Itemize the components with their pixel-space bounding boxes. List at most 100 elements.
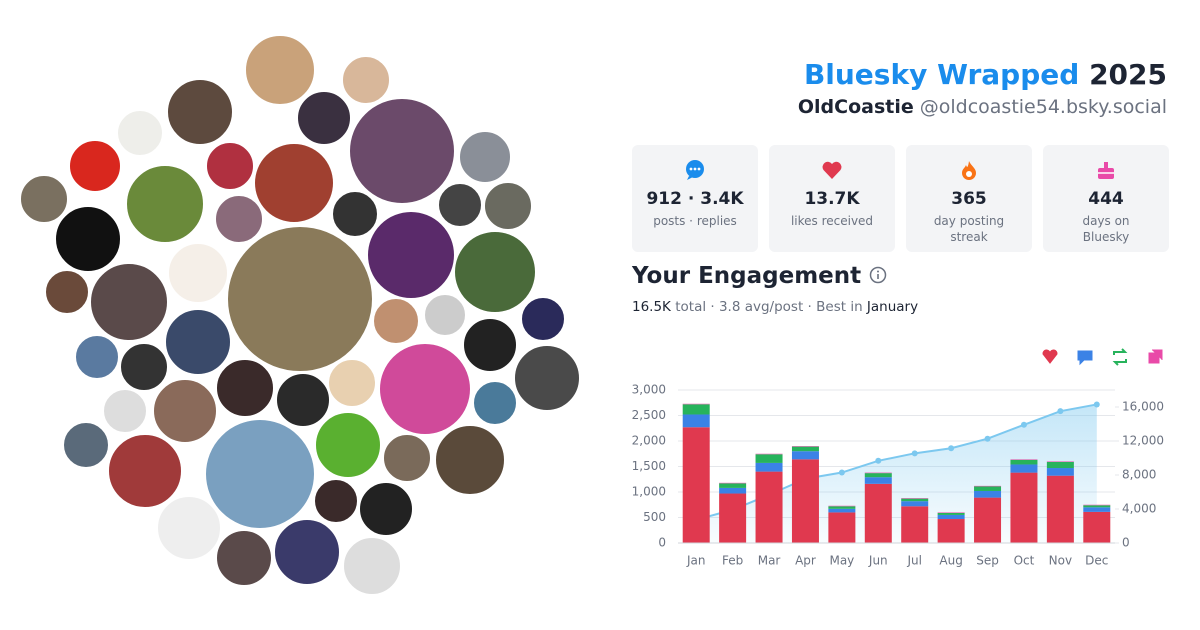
icon [962, 161, 976, 180]
avatar[interactable] [19, 174, 69, 224]
stat-label: day posting streak [933, 214, 1005, 244]
avatar[interactable] [437, 182, 483, 228]
bar-segment [682, 414, 710, 428]
bar-segment [755, 471, 783, 543]
x-tick-label: Apr [795, 554, 816, 568]
avatar[interactable] [253, 142, 335, 224]
avatar[interactable] [62, 421, 110, 469]
avatar[interactable] [125, 164, 205, 244]
avatar[interactable] [116, 109, 164, 157]
avatar[interactable] [166, 78, 234, 146]
avatar[interactable] [156, 495, 222, 561]
avatar[interactable] [205, 141, 255, 191]
avatar[interactable] [107, 433, 183, 509]
legend-icon[interactable] [1042, 349, 1058, 364]
bar-segment [1046, 461, 1074, 469]
avatar[interactable] [313, 478, 359, 524]
bar-segment [901, 498, 929, 499]
bar-segment [791, 451, 819, 460]
avatar[interactable] [458, 130, 512, 184]
avatar[interactable] [342, 536, 402, 596]
bar-segment [755, 462, 783, 472]
icon [1098, 162, 1114, 179]
stat-card: 912 · 3.4K posts · replies [632, 145, 758, 252]
avatar[interactable] [341, 55, 391, 105]
x-tick-label: Feb [722, 554, 743, 568]
bar-segment [755, 454, 783, 463]
line-point [1057, 408, 1064, 415]
avatar[interactable] [204, 418, 316, 530]
avatar[interactable] [273, 518, 341, 586]
bar-segment [864, 473, 892, 478]
avatar[interactable] [215, 529, 273, 587]
avatar[interactable] [483, 181, 533, 231]
avatar[interactable] [215, 358, 275, 418]
x-tick-label: Oct [1014, 554, 1035, 568]
summary: 16.5K total · 3.8 avg/post · Best in Jan… [632, 299, 918, 315]
x-tick-label: Dec [1085, 554, 1108, 568]
legend-icon[interactable] [1112, 348, 1128, 366]
avatar[interactable] [520, 296, 566, 342]
avatar[interactable] [366, 210, 456, 300]
x-tick-label: May [829, 554, 854, 568]
bar-segment [719, 487, 747, 494]
stat-label: days on Bluesky [1082, 214, 1130, 244]
avatar[interactable] [102, 388, 148, 434]
avatar[interactable] [164, 308, 232, 376]
avatar[interactable] [327, 358, 377, 408]
avatar[interactable] [152, 378, 218, 444]
bar-segment [937, 519, 965, 543]
bar-segment [937, 512, 965, 513]
avatar[interactable] [358, 481, 414, 537]
avatar[interactable] [348, 97, 456, 205]
y-tick-label: 1,500 [632, 459, 666, 473]
section-title-text: Your Engagement [632, 263, 862, 289]
y2-tick-label: 0 [1122, 536, 1130, 550]
avatar[interactable] [453, 230, 537, 314]
avatar[interactable] [68, 139, 122, 193]
legend-icon[interactable] [1077, 350, 1093, 366]
avatar[interactable] [239, 106, 281, 148]
avatar[interactable] [314, 411, 382, 479]
title-main: Bluesky Wrapped [803, 58, 1080, 91]
bar-segment [828, 512, 856, 543]
avatar[interactable] [462, 317, 518, 373]
avatar[interactable] [167, 242, 229, 304]
avatar[interactable] [54, 205, 122, 273]
avatar[interactable] [74, 334, 120, 380]
avatar[interactable] [423, 293, 467, 337]
avatar[interactable] [89, 262, 169, 342]
bar-segment [1083, 505, 1111, 508]
avatar[interactable] [275, 372, 331, 428]
avatar[interactable] [214, 194, 264, 244]
avatar[interactable] [472, 380, 518, 426]
legend-icon[interactable] [1148, 349, 1163, 364]
bar-segment [901, 501, 929, 507]
x-tick-label: Nov [1049, 554, 1072, 568]
y-tick-label: 3,000 [632, 383, 666, 397]
avatar[interactable] [434, 424, 506, 496]
avatar[interactable] [296, 90, 352, 146]
bar-segment [974, 490, 1002, 498]
info-icon[interactable] [869, 266, 887, 284]
x-tick-label: Jan [686, 554, 706, 568]
bar-segment [791, 459, 819, 543]
avatar[interactable] [244, 34, 316, 106]
bar-segment [937, 512, 965, 515]
display-name: OldCoastie [797, 96, 914, 118]
y2-tick-label: 8,000 [1122, 468, 1156, 482]
handle[interactable]: @oldcoastie54.bsky.social [919, 96, 1167, 118]
avatar[interactable] [382, 433, 432, 483]
avatar[interactable] [331, 190, 379, 238]
bar-segment [1046, 468, 1074, 476]
line-point [1093, 401, 1100, 408]
y2-tick-label: 4,000 [1122, 502, 1156, 516]
bar-segment [974, 497, 1002, 543]
avatar[interactable] [44, 269, 90, 315]
avatar[interactable] [119, 342, 169, 392]
avatar[interactable] [513, 344, 581, 412]
avatar[interactable] [372, 297, 420, 345]
avatar[interactable] [378, 342, 472, 436]
avatar[interactable] [226, 225, 374, 373]
